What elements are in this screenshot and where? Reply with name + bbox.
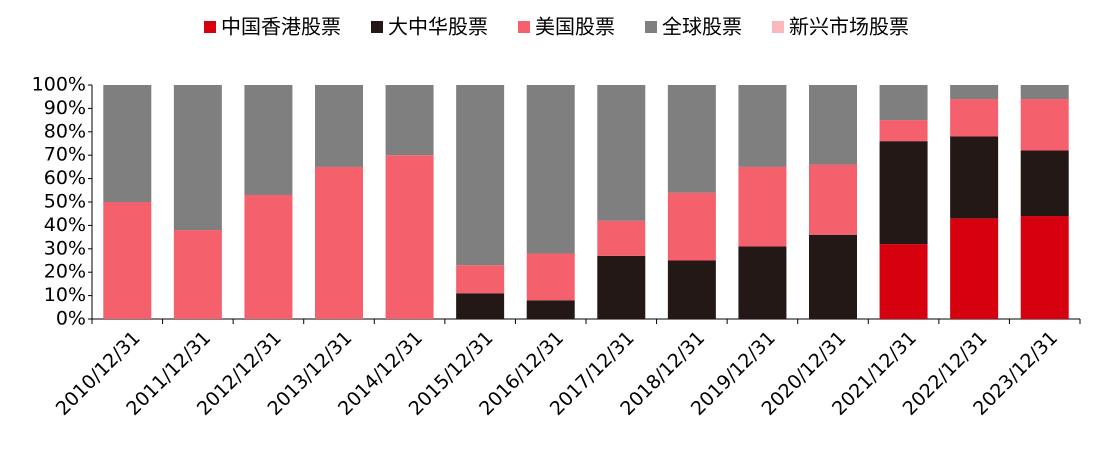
bar-segment: [456, 293, 505, 319]
bar-segment: [244, 194, 293, 319]
legend-label: 全球股票: [662, 15, 742, 39]
bar-segment: [879, 141, 928, 245]
legend-label: 中国香港股票: [221, 15, 341, 39]
bar-segment: [950, 136, 999, 219]
bar-segment: [456, 85, 505, 266]
bar-segment: [1020, 150, 1069, 217]
bar-segment: [173, 85, 222, 231]
bar-segment: [456, 265, 505, 294]
bar-segment: [1020, 216, 1069, 319]
y-tick-label: 100%: [32, 74, 86, 96]
bar-segment: [667, 85, 716, 193]
legend-swatch: [518, 21, 530, 33]
legend-label: 新兴市场股票: [789, 15, 909, 39]
legend-swatch: [772, 21, 784, 33]
bar-segment: [103, 202, 152, 319]
y-tick-label: 30%: [44, 237, 86, 259]
bar-segment: [597, 255, 646, 319]
bar-segment: [1020, 85, 1069, 100]
bar-segment: [597, 220, 646, 256]
legend-label: 大中华股票: [388, 15, 488, 39]
bar-segment: [667, 192, 716, 261]
y-tick-label: 10%: [44, 284, 86, 306]
bar-segment: [315, 166, 363, 319]
bar-segment: [738, 166, 787, 247]
bar-segment: [1020, 99, 1069, 151]
bar-segment: [526, 85, 575, 254]
y-tick-label: 20%: [44, 261, 86, 283]
bar-segment: [244, 85, 293, 195]
y-tick-label: 40%: [44, 214, 86, 236]
legend-swatch: [371, 21, 383, 33]
bar-segment: [879, 244, 928, 319]
bar-segment: [879, 85, 928, 121]
bar-segment: [950, 99, 999, 137]
bar-segment: [809, 85, 857, 165]
bar-segment: [809, 164, 857, 235]
bar-segment: [950, 85, 999, 100]
bar-segment: [526, 300, 575, 319]
y-tick-label: 90%: [44, 97, 86, 119]
bar-segment: [950, 218, 999, 319]
y-tick-label: 80%: [44, 120, 86, 142]
bar-segment: [385, 155, 434, 319]
legend-label: 美国股票: [535, 15, 615, 39]
y-tick-label: 50%: [44, 191, 86, 213]
y-tick-label: 70%: [44, 144, 86, 166]
bar-segment: [738, 85, 787, 167]
y-tick-label: 60%: [44, 167, 86, 189]
bar-segment: [526, 253, 575, 301]
y-tick-label: 0%: [56, 308, 86, 330]
bar-segment: [385, 85, 434, 156]
bar-segment: [597, 85, 646, 221]
bar-segment: [315, 85, 363, 167]
legend-swatch: [204, 21, 216, 33]
bar-segment: [879, 120, 928, 142]
bar-segment: [738, 246, 787, 319]
bar-segment: [103, 85, 152, 202]
bar-segment: [809, 234, 857, 319]
legend: 中国香港股票 大中华股票 美国股票 全球股票 新兴市场股票: [204, 15, 909, 39]
bar-segment: [173, 230, 222, 319]
bar-segment: [667, 260, 716, 319]
legend-swatch: [645, 21, 657, 33]
